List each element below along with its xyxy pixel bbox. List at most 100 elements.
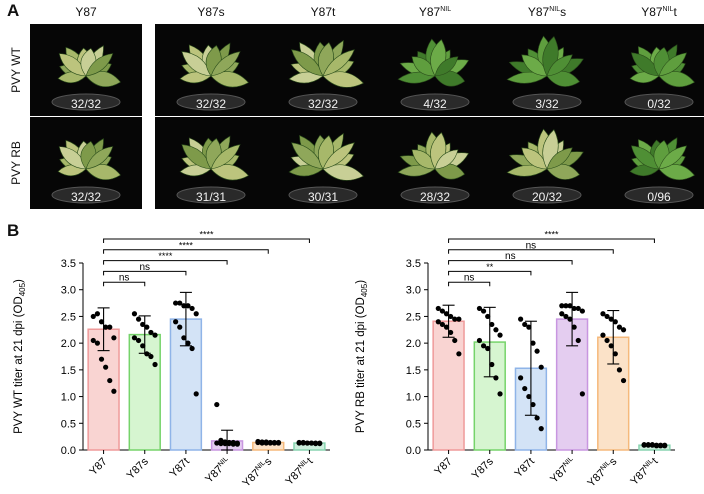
data-point (148, 329, 154, 336)
data-point (443, 311, 450, 317)
data-point (131, 335, 138, 341)
data-point (530, 340, 536, 346)
data-point (518, 316, 524, 322)
data-point (575, 337, 581, 344)
x-tick-label: Y87t (168, 456, 192, 480)
y-tick-label: 2.0 (406, 338, 421, 350)
data-point (518, 375, 524, 381)
y-tick-label: 0.5 (61, 418, 76, 430)
data-point (177, 300, 183, 306)
plant-photo-r0-c0: 32/32 (30, 24, 142, 116)
data-point (144, 324, 150, 330)
data-point (616, 324, 623, 330)
data-point (579, 391, 585, 397)
significance-label: **** (179, 240, 194, 250)
data-point (443, 324, 450, 330)
significance-label: ns (526, 240, 537, 251)
data-point (94, 311, 101, 317)
data-point (111, 335, 117, 341)
significance-bracket (103, 238, 310, 243)
data-point (214, 440, 220, 446)
data-point (90, 313, 96, 320)
data-point (131, 311, 138, 317)
data-point (148, 353, 154, 360)
data-point (230, 441, 236, 447)
column-header-2: Y87t (310, 5, 336, 19)
column-header-1: Y87s (197, 5, 225, 19)
data-point (480, 343, 487, 349)
infection-count: 32/32 (307, 97, 339, 111)
plant-photo-r1-c0: 32/32 (30, 117, 142, 209)
data-point (234, 441, 240, 447)
chart-1: 0.0 0.5 1.0 1.5 2.0 2.5 3.0 3.5 PVY RB titer at … (355, 230, 675, 490)
y-axis-label: PVY WT titer at 21 dpi (OD405) (13, 279, 27, 434)
data-point (522, 321, 528, 328)
significance-bracket (103, 270, 187, 276)
y-tick-label: 3.0 (61, 285, 76, 297)
data-point (526, 393, 532, 400)
data-point (218, 440, 224, 447)
chart-0: 0.0 0.5 1.0 1.5 2.0 2.5 3.0 3.5 PVY WT titer at … (13, 230, 330, 490)
data-point (135, 316, 142, 322)
data-point (608, 316, 614, 322)
data-point (111, 388, 117, 394)
panel-b-letter: B (7, 221, 20, 240)
significance-bracket (448, 260, 573, 265)
infection-count: 3/32 (535, 97, 559, 111)
data-point (604, 313, 610, 320)
significance-label: **** (158, 251, 173, 261)
x-tick-label: Y87 (87, 456, 109, 478)
y-tick-label: 0.5 (406, 418, 421, 430)
plant-photo-r0-c4: 3/32 (491, 24, 603, 116)
significance-label: ** (486, 262, 494, 272)
data-point (575, 305, 581, 312)
y-tick-label: 2.5 (61, 311, 76, 323)
infection-count: 4/32 (423, 97, 447, 111)
data-point (526, 324, 532, 330)
significance-bracket (448, 249, 614, 254)
data-point (226, 440, 232, 447)
plant-photo-r1-c1: 31/31 (155, 117, 267, 209)
y-tick-label: 1.5 (61, 365, 76, 377)
significance-label: ns (464, 273, 475, 284)
significance-label: ns (505, 251, 516, 262)
data-point (189, 305, 195, 312)
data-point (140, 343, 146, 349)
data-point (662, 443, 668, 449)
column-header-5: Y87NILt (641, 5, 677, 19)
data-point (275, 440, 282, 446)
plant-photo-r0-c5: 0/32 (603, 24, 704, 116)
y-tick-label: 0.0 (61, 445, 76, 457)
y-tick-label: 2.5 (406, 311, 421, 323)
data-point (485, 345, 491, 352)
panel-a-letter: A (7, 1, 20, 20)
data-point (103, 324, 109, 330)
data-point (559, 303, 565, 309)
data-point (189, 345, 195, 352)
plant-photo-r0-c1: 32/32 (155, 24, 267, 116)
data-point (600, 311, 606, 317)
infection-count: 20/32 (531, 190, 563, 204)
data-point (317, 440, 323, 447)
data-point (489, 321, 495, 328)
data-point (604, 337, 610, 344)
data-point (608, 343, 614, 349)
y-tick-label: 3.5 (406, 258, 421, 270)
data-point (185, 303, 191, 309)
data-point (641, 442, 647, 448)
column-header-3: Y87NIL (418, 5, 452, 19)
infection-count: 32/32 (70, 190, 102, 204)
x-tick-label: Y87s (125, 455, 152, 482)
data-point (185, 340, 191, 346)
x-tick-label: Y87NIL (548, 456, 578, 486)
infection-count: 31/31 (195, 190, 227, 204)
data-point (435, 305, 441, 312)
significance-label: **** (199, 230, 214, 240)
x-tick-label: Y87t (513, 456, 537, 480)
data-point (439, 321, 446, 328)
significance-bracket (448, 281, 491, 287)
data-point (435, 319, 441, 325)
data-point (563, 303, 569, 309)
data-point (579, 308, 585, 314)
data-point (255, 439, 261, 446)
